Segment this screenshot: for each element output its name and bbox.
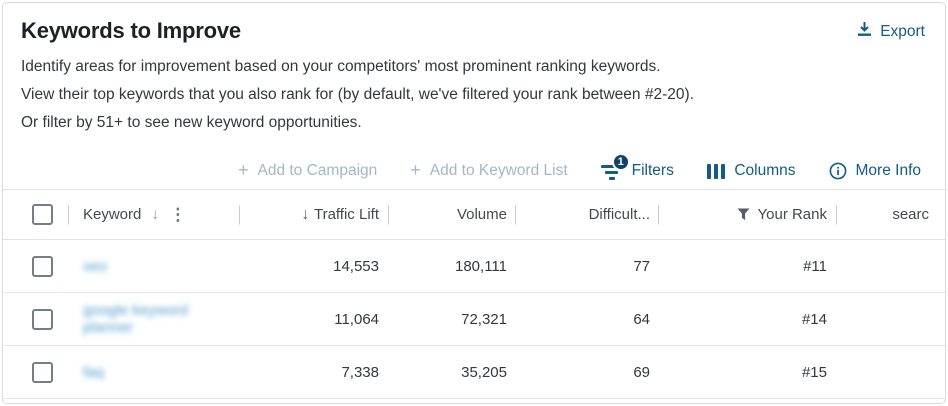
traffic-lift-header-label: Traffic Lift [313,206,379,223]
row-checkbox[interactable] [32,308,53,330]
description-line: Identify areas for improvement based on … [21,58,661,75]
download-icon [857,21,872,42]
select-all-header [3,189,69,240]
search-value [837,345,945,399]
row-checkbox[interactable] [32,361,53,383]
table-row: google keyword planner 11,064 72,321 64 … [3,292,945,346]
filters-count-badge: 1 [611,153,630,171]
description: Identify areas for improvement based on … [21,53,925,137]
keywords-table: Keyword ↓ ⋮ ↓ Traffic Lift Volume Diffic… [3,189,945,399]
export-button[interactable]: Export [857,21,925,42]
row-checkbox[interactable] [32,255,53,277]
add-to-campaign-label: Add to Campaign [257,162,378,179]
your-rank-value: #11 [803,257,827,275]
your-rank-value: #15 [659,345,837,399]
search-header-label: searc [892,206,929,223]
sort-arrow-icon[interactable]: ↓ [151,205,160,223]
add-to-keyword-list-label: Add to Keyword List [429,162,568,179]
description-line: View their top keywords that you also ra… [21,86,694,103]
difficulty-value: 69 [516,345,659,399]
page-title: Keywords to Improve [21,18,241,43]
column-header-keyword[interactable]: Keyword ↓ ⋮ [69,189,240,240]
keyword-link-blurred[interactable]: google keyword planner [83,302,189,336]
more-info-label: More Info [855,162,921,179]
column-header-volume[interactable]: Volume [389,189,516,240]
keyword-link-blurred[interactable]: faq [83,363,104,381]
sort-arrow-icon: ↓ [301,205,314,223]
funnel-icon [737,208,750,221]
volume-value: 180,111 [455,257,507,275]
traffic-lift-value: 11,064 [240,292,389,346]
search-value [837,240,945,293]
info-circle-icon [829,162,847,180]
volume-value: 72,321 [389,292,516,346]
table-header-row: Keyword ↓ ⋮ ↓ Traffic Lift Volume Diffic… [3,189,945,240]
select-all-checkbox[interactable] [32,204,53,225]
column-header-your-rank[interactable]: Your Rank [659,189,837,240]
description-line: Or filter by 51+ to see new keyword oppo… [21,114,362,131]
export-label: Export [880,22,925,40]
difficulty-header-label: Difficult... [588,206,650,223]
table-row: seo 14,553 180,111 77 #11 [3,240,945,293]
column-header-search[interactable]: searc [837,189,945,240]
volume-value: 35,205 [389,345,516,399]
traffic-lift-value: 14,553 [333,257,379,275]
filters-button[interactable]: 1 Filters [601,153,674,180]
keyword-link-blurred[interactable]: seo [83,257,108,275]
more-info-button[interactable]: More Info [829,162,921,180]
kebab-menu-icon[interactable]: ⋮ [169,205,187,224]
difficulty-value: 64 [516,292,659,346]
plus-icon: + [237,160,249,180]
keyword-header-label: Keyword [83,206,142,223]
volume-header-label: Volume [456,206,507,223]
traffic-lift-value: 7,338 [240,345,389,399]
table-row: faq 7,338 35,205 69 #15 [3,345,945,399]
columns-label: Columns [734,162,796,179]
filters-label: Filters [631,162,674,179]
add-to-keyword-list-button[interactable]: + Add to Keyword List [410,160,568,180]
table-toolbar: + Add to Campaign + Add to Keyword List … [3,137,945,189]
difficulty-value: 77 [633,257,650,275]
column-header-difficulty[interactable]: Difficult... [516,189,659,240]
column-header-traffic-lift[interactable]: ↓ Traffic Lift [240,189,389,240]
search-value [837,292,945,346]
your-rank-value: #14 [659,292,837,346]
card-header: Keywords to Improve Export Identify area… [3,3,945,137]
columns-icon [706,163,726,179]
add-to-campaign-button[interactable]: + Add to Campaign [237,160,378,180]
filter-lines-icon [601,163,623,180]
columns-button[interactable]: Columns [706,162,796,180]
your-rank-header-label: Your Rank [757,206,828,223]
plus-icon: + [410,160,421,180]
